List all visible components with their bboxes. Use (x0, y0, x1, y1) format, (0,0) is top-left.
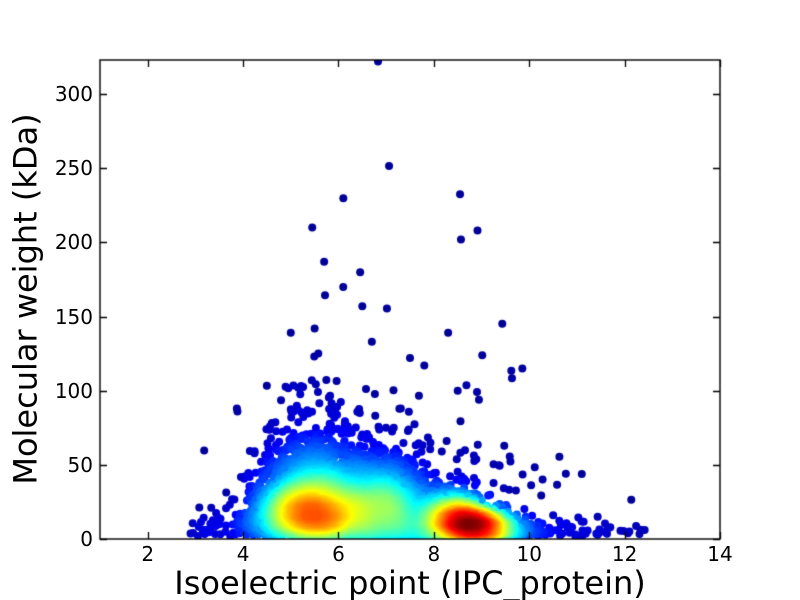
x-tick-label-6: 6 (332, 542, 345, 566)
y-tick-label-300: 300 (54, 82, 93, 107)
y-tick-label-200: 200 (54, 230, 93, 255)
x-tick-label-2: 2 (141, 542, 155, 566)
y-tick-label-250: 250 (54, 156, 93, 181)
x-tick-label-8: 8 (427, 542, 441, 566)
x-tick-label-10: 10 (516, 542, 542, 566)
y-tick-label-0: 0 (80, 527, 93, 551)
y-tick-label-100: 100 (54, 378, 93, 403)
x-axis-label: Isoelectric point (IPC_protein) (174, 564, 646, 600)
x-tick-label-12: 12 (611, 542, 638, 566)
x-tick-label-14: 14 (707, 542, 733, 566)
x-tick-label-4: 4 (236, 542, 250, 566)
y-tick-label-50: 50 (67, 452, 93, 477)
y-tick-label-150: 150 (54, 304, 93, 329)
